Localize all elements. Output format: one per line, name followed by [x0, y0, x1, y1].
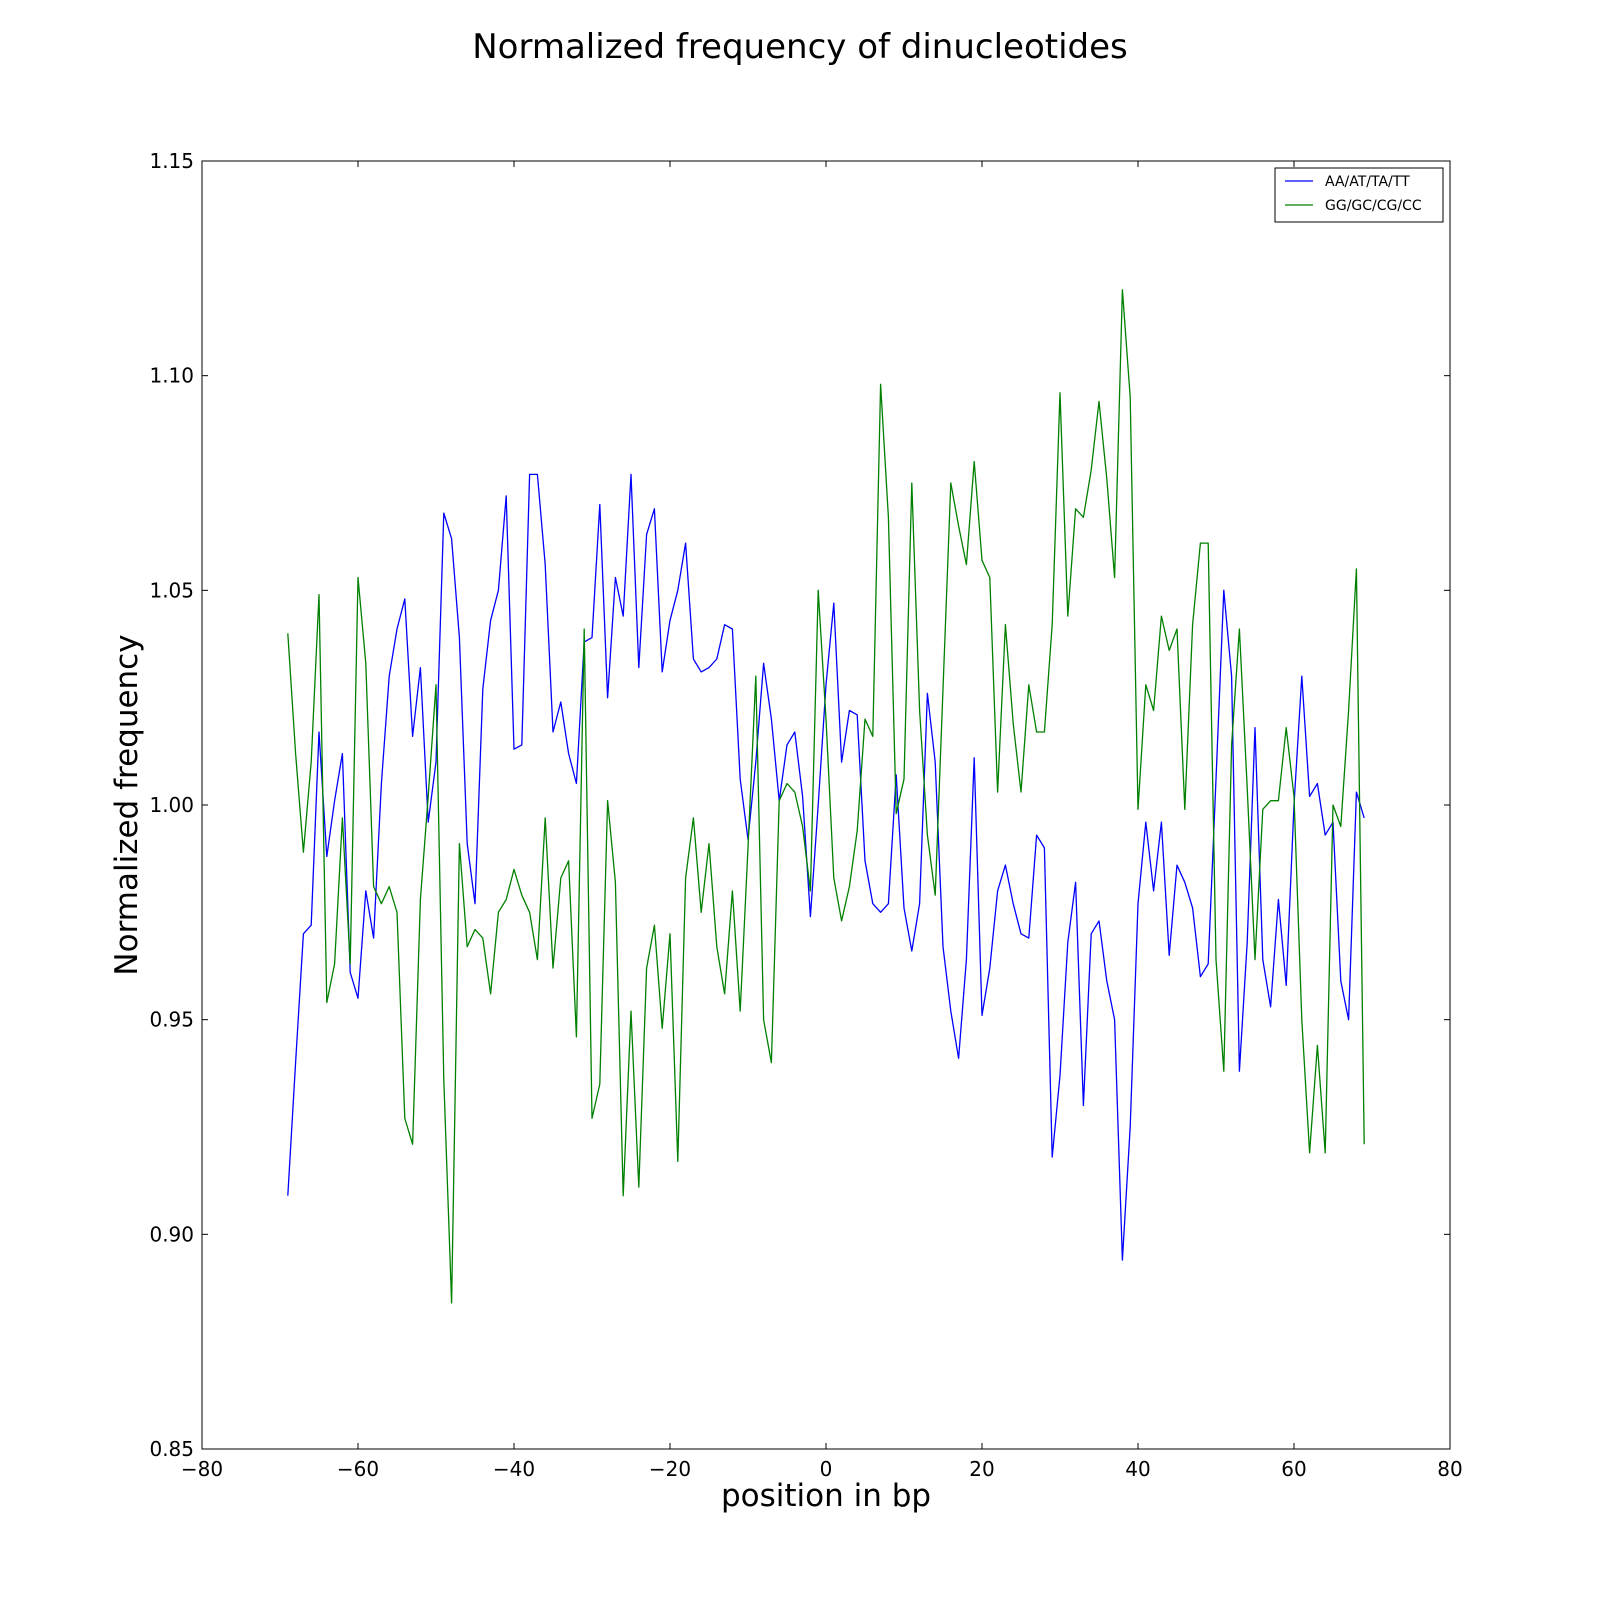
y-tick-label: 1.00 [149, 793, 194, 817]
series-layer [287, 289, 1365, 1304]
x-tick-label: −40 [493, 1457, 535, 1481]
y-tick-label: 1.10 [149, 364, 194, 388]
y-tick-label: 0.85 [149, 1437, 194, 1461]
x-tick-label: −20 [649, 1457, 691, 1481]
x-tick-label: 0 [820, 1457, 833, 1481]
legend-frame [1274, 167, 1444, 223]
x-tick-label: 80 [1437, 1457, 1462, 1481]
x-tick-label: −80 [181, 1457, 223, 1481]
x-tick-label: 40 [1125, 1457, 1150, 1481]
y-tick-label: 1.15 [149, 149, 194, 173]
y-tick-label: 0.95 [149, 1008, 194, 1032]
legend-label-aa-at-ta-tt: AA/AT/TA/TT [1325, 174, 1410, 190]
series-line-aa-at-ta-tt [287, 473, 1365, 1261]
y-tick-label: 1.05 [149, 578, 194, 602]
x-tick-label: −60 [337, 1457, 379, 1481]
series-line-gg-gc-cg-cc [287, 289, 1365, 1304]
legend: AA/AT/TA/TT GG/GC/CG/CC [1274, 167, 1444, 223]
legend-label-gg-gc-cg-cc: GG/GC/CG/CC [1325, 198, 1422, 214]
chart-title: Normalized frequency of dinucleotides [472, 27, 1128, 67]
plot-frame [201, 160, 1451, 1450]
y-axis-label: Normalized frequency [109, 634, 145, 975]
plot-area: −80 −60 −40 −20 0 20 40 60 80 0.85 0.90 0.95 1.00 1.0… [149, 149, 1462, 1481]
y-tick-label: 0.90 [149, 1222, 194, 1246]
x-axis-label: position in bp [721, 1478, 931, 1514]
tick-layer: −80 −60 −40 −20 0 20 40 60 80 0.85 0.90 0.95 1.00 1.0… [149, 149, 1462, 1481]
x-tick-label: 60 [1281, 1457, 1306, 1481]
x-tick-label: 20 [969, 1457, 994, 1481]
